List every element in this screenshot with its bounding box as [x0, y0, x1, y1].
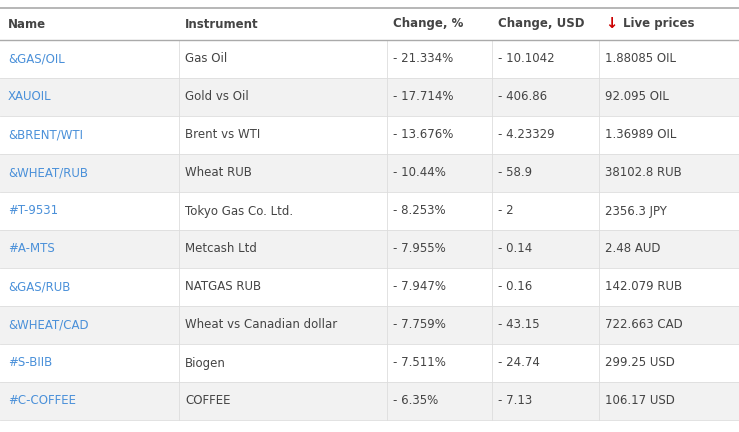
Text: - 7.955%: - 7.955%: [393, 242, 446, 255]
Text: Change, %: Change, %: [393, 18, 463, 31]
Text: 38102.8 RUB: 38102.8 RUB: [605, 166, 682, 180]
Text: &GAS/OIL: &GAS/OIL: [8, 53, 65, 66]
Text: - 8.253%: - 8.253%: [393, 204, 446, 217]
Bar: [0, 382, 739, 420]
Text: Metcash Ltd: Metcash Ltd: [185, 242, 257, 255]
Text: Wheat vs Canadian dollar: Wheat vs Canadian dollar: [185, 318, 337, 331]
Bar: [0, 192, 739, 230]
Text: Biogen: Biogen: [185, 356, 226, 369]
Text: - 58.9: - 58.9: [498, 166, 532, 180]
Bar: [0, 78, 739, 116]
Text: Tokyo Gas Co. Ltd.: Tokyo Gas Co. Ltd.: [185, 204, 293, 217]
Bar: [0, 268, 739, 306]
Text: &GAS/RUB: &GAS/RUB: [8, 280, 70, 293]
Text: Live prices: Live prices: [623, 18, 695, 31]
Bar: [0, 40, 739, 78]
Text: 142.079 RUB: 142.079 RUB: [605, 280, 682, 293]
Text: ↓: ↓: [605, 16, 617, 32]
Text: 2.48 AUD: 2.48 AUD: [605, 242, 661, 255]
Text: Name: Name: [8, 18, 46, 31]
Text: - 7.511%: - 7.511%: [393, 356, 446, 369]
Text: &WHEAT/CAD: &WHEAT/CAD: [8, 318, 89, 331]
Text: 299.25 USD: 299.25 USD: [605, 356, 675, 369]
Text: 1.88085 OIL: 1.88085 OIL: [605, 53, 676, 66]
Text: XAUOIL: XAUOIL: [8, 90, 52, 104]
Text: #T-9531: #T-9531: [8, 204, 58, 217]
Bar: [0, 8, 739, 40]
Text: &WHEAT/RUB: &WHEAT/RUB: [8, 166, 88, 180]
Text: - 4.23329: - 4.23329: [498, 128, 555, 142]
Text: - 10.44%: - 10.44%: [393, 166, 446, 180]
Text: Wheat RUB: Wheat RUB: [185, 166, 252, 180]
Text: Gold vs Oil: Gold vs Oil: [185, 90, 249, 104]
Text: - 6.35%: - 6.35%: [393, 394, 438, 407]
Text: 92.095 OIL: 92.095 OIL: [605, 90, 669, 104]
Text: - 43.15: - 43.15: [498, 318, 539, 331]
Text: #S-BIIB: #S-BIIB: [8, 356, 52, 369]
Text: - 2: - 2: [498, 204, 514, 217]
Bar: [0, 230, 739, 268]
Text: - 21.334%: - 21.334%: [393, 53, 453, 66]
Text: 106.17 USD: 106.17 USD: [605, 394, 675, 407]
Text: Instrument: Instrument: [185, 18, 259, 31]
Text: #C-COFFEE: #C-COFFEE: [8, 394, 76, 407]
Text: - 406.86: - 406.86: [498, 90, 547, 104]
Bar: [0, 306, 739, 344]
Text: &BRENT/WTI: &BRENT/WTI: [8, 128, 83, 142]
Text: COFFEE: COFFEE: [185, 394, 231, 407]
Text: - 0.16: - 0.16: [498, 280, 532, 293]
Text: #A-MTS: #A-MTS: [8, 242, 55, 255]
Bar: [0, 116, 739, 154]
Text: - 13.676%: - 13.676%: [393, 128, 453, 142]
Text: Gas Oil: Gas Oil: [185, 53, 228, 66]
Text: 2356.3 JPY: 2356.3 JPY: [605, 204, 667, 217]
Text: - 24.74: - 24.74: [498, 356, 540, 369]
Text: 722.663 CAD: 722.663 CAD: [605, 318, 683, 331]
Text: - 17.714%: - 17.714%: [393, 90, 454, 104]
Text: - 7.759%: - 7.759%: [393, 318, 446, 331]
Text: 1.36989 OIL: 1.36989 OIL: [605, 128, 676, 142]
Bar: [0, 344, 739, 382]
Text: - 7.13: - 7.13: [498, 394, 532, 407]
Text: Change, USD: Change, USD: [498, 18, 585, 31]
Text: - 7.947%: - 7.947%: [393, 280, 446, 293]
Text: - 10.1042: - 10.1042: [498, 53, 555, 66]
Text: - 0.14: - 0.14: [498, 242, 532, 255]
Bar: [0, 154, 739, 192]
Text: Brent vs WTI: Brent vs WTI: [185, 128, 260, 142]
Text: NATGAS RUB: NATGAS RUB: [185, 280, 261, 293]
